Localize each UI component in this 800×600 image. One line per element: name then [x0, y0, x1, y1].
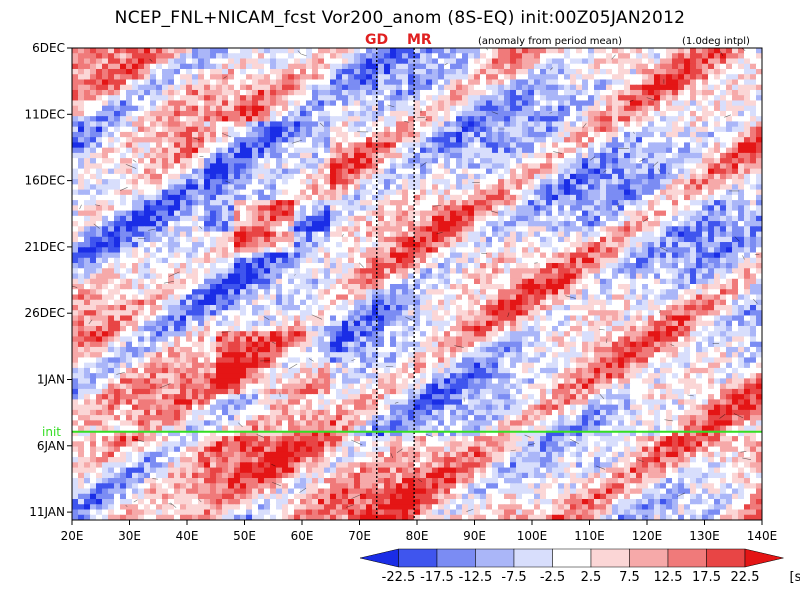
- x-tick-label: 80E: [406, 529, 429, 543]
- x-tick-label: 130E: [689, 529, 720, 543]
- colorbar-arrow-low: [359, 548, 399, 568]
- subtitle-interpolation: (1.0deg intpl): [682, 36, 750, 47]
- y-tick-label: 26DEC: [25, 306, 65, 320]
- y-tick-label: 11JAN: [29, 505, 65, 519]
- subtitle-anomaly: (anomaly from period mean): [478, 36, 622, 47]
- colorbar-tick-label: 12.5: [654, 570, 683, 585]
- x-tick-label: 20E: [61, 529, 84, 543]
- colorbar-tick-label: -22.5: [382, 570, 416, 585]
- x-tick-label: 110E: [574, 529, 605, 543]
- heatmap-field: [72, 48, 762, 520]
- colorbar-tick-label: 7.5: [619, 570, 640, 585]
- x-tick-label: 70E: [348, 529, 371, 543]
- colorbar-tick-label: 22.5: [731, 570, 760, 585]
- marker-label-mr: MR: [407, 32, 432, 48]
- colorbar-unit: [s-1]: [790, 570, 800, 585]
- x-tick-label: 30E: [118, 529, 141, 543]
- x-tick-label: 40E: [176, 529, 199, 543]
- colorbar-tick-label: -17.5: [420, 570, 454, 585]
- y-tick-label: 16DEC: [25, 174, 65, 188]
- colorbar-tick-label: -7.5: [501, 570, 526, 585]
- colorbar-segment: [706, 548, 746, 568]
- colorbar-tick-label: -2.5: [540, 570, 565, 585]
- x-tick-label: 100E: [517, 529, 548, 543]
- colorbar-tick-label: 17.5: [692, 570, 721, 585]
- marker-label-gd: GD: [365, 32, 389, 48]
- colorbar-segment: [590, 548, 630, 568]
- x-tick-label: 120E: [632, 529, 663, 543]
- init-label: init: [42, 425, 61, 439]
- colorbar-segment: [475, 548, 515, 568]
- y-tick-label: 1JAN: [37, 373, 65, 387]
- colorbar-segment: [629, 548, 669, 568]
- colorbar-arrow-high: [744, 548, 784, 568]
- x-tick-label: 50E: [233, 529, 256, 543]
- chart-title: NCEP_FNL+NICAM_fcst Vor200_anom (8S-EQ) …: [114, 8, 686, 28]
- y-tick-label: 6DEC: [32, 41, 65, 55]
- colorbar: -22.5 -17.5 -12.5 -7.5 -2.5 2.5 7.5 12.5 17.5 22.…: [359, 548, 800, 585]
- x-tick-label: 90E: [463, 529, 486, 543]
- colorbar-segment: [436, 548, 476, 568]
- colorbar-segment: [398, 548, 438, 568]
- axes: 20E 30E 40E 50E 60E 70E 80E 90E 100E 110E 120E 130E…: [25, 41, 778, 543]
- y-tick-label: 11DEC: [25, 107, 65, 121]
- y-tick-label: 6JAN: [37, 439, 65, 453]
- y-tick-label: 21DEC: [25, 240, 65, 254]
- colorbar-tick-label: 2.5: [581, 570, 602, 585]
- colorbar-segment: [513, 548, 553, 568]
- colorbar-segment: [667, 548, 707, 568]
- x-tick-label: 60E: [291, 529, 314, 543]
- x-tick-label: 140E: [747, 529, 778, 543]
- colorbar-tick-label: -12.5: [459, 570, 493, 585]
- colorbar-segment: [552, 548, 592, 568]
